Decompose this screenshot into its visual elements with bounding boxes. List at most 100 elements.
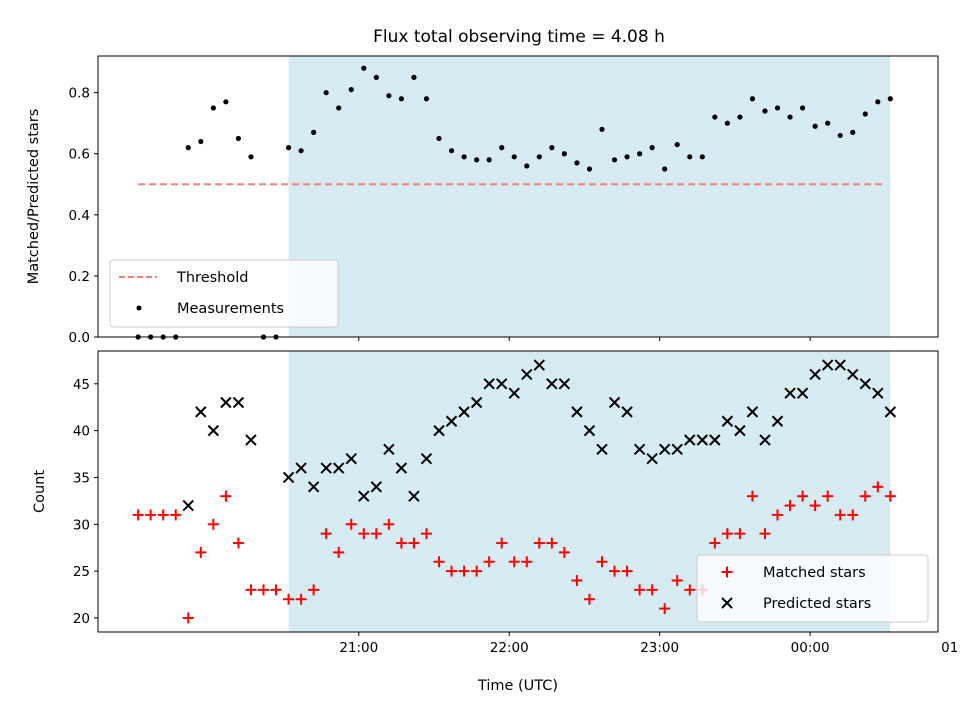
matched-point (446, 565, 458, 577)
matched-point (621, 565, 633, 577)
measurement-point (210, 105, 216, 111)
predicted-point (646, 453, 658, 465)
predicted-point (358, 490, 370, 502)
measurement-point (850, 129, 856, 135)
x-tick-label: 21:00 (339, 640, 378, 656)
matched-point (132, 509, 144, 521)
measurement-point (799, 105, 806, 111)
measurement-point (737, 114, 743, 120)
matched-point (546, 537, 558, 549)
measurement-point (862, 111, 868, 117)
matched-point (358, 528, 370, 540)
matched-point (207, 518, 219, 530)
top-panel-frame (97, 55, 939, 338)
matched-point (734, 528, 746, 540)
y-tick-label: 0.6 (69, 147, 90, 163)
legend-matched-swatch (721, 566, 733, 578)
measurement-point (787, 114, 793, 120)
matched-point (195, 546, 207, 558)
measurement-point (235, 135, 242, 142)
predicted-point (521, 368, 533, 381)
matched-point (295, 593, 307, 605)
measurement-point (185, 145, 191, 151)
predicted-point (307, 481, 320, 493)
measurement-point (637, 151, 643, 157)
matched-point (170, 509, 182, 521)
predicted-point (245, 434, 257, 446)
predicted-point (345, 453, 357, 465)
predicted-point (395, 462, 408, 474)
matched-point (245, 584, 257, 596)
predicted-point (182, 499, 194, 512)
predicted-point (282, 471, 295, 484)
measurement-point (423, 96, 430, 102)
predicted-point (458, 406, 470, 418)
measurement-point (825, 120, 831, 126)
predicted-point (596, 443, 608, 456)
predicted-point (684, 434, 696, 446)
predicted-point (872, 387, 884, 399)
matched-point (521, 556, 533, 568)
measurement-point (837, 132, 843, 139)
predicted-point (583, 424, 596, 437)
top-y-axis-label: Matched/Predicted stars (26, 109, 42, 285)
chart-title: Flux total observing time = 4.08 h (373, 27, 665, 47)
legend-predicted-swatch (721, 597, 733, 609)
bottom-panel-frame (97, 350, 939, 633)
bottom-panel: 20 25 30 35 40 45 21:00 22:00 23:00 00:00 01:00 Co… (32, 350, 960, 694)
matched-point (746, 490, 758, 502)
matched-point (333, 546, 345, 558)
matched-point (709, 537, 721, 549)
predicted-point (796, 387, 809, 399)
matched-point (759, 528, 771, 540)
predicted-point (445, 415, 458, 427)
measurement-point (762, 108, 768, 114)
measurement-point (285, 145, 292, 151)
measurement-point (574, 160, 580, 166)
matched-point (320, 528, 332, 540)
measurement-point (724, 120, 730, 126)
predicted-point (834, 359, 846, 371)
measurement-point (361, 65, 367, 71)
legend-plus-marker (721, 566, 733, 578)
predicted-point (232, 396, 245, 409)
measurement-point (461, 154, 467, 160)
measurement-point (611, 157, 618, 163)
predicted-point (809, 368, 821, 381)
matched-point (609, 565, 621, 577)
matched-point (408, 537, 420, 549)
measurement-point (336, 105, 342, 111)
measurement-point (812, 123, 818, 129)
predicted-point (533, 359, 546, 371)
predicted-point (195, 406, 207, 418)
matched-point (884, 490, 896, 502)
measurement-point (348, 86, 354, 93)
predicted-point (721, 415, 734, 427)
matched-point (257, 584, 269, 596)
legend-cross-marker (721, 597, 733, 609)
predicted-point (320, 462, 332, 474)
predicted-point (370, 481, 383, 493)
measurement-point (712, 114, 718, 120)
predicted-point (884, 406, 897, 418)
matched-point (596, 556, 608, 568)
legend-measurements-label: Measurements (177, 301, 284, 317)
bottom-y-axis-label: Count (32, 470, 48, 513)
matched-point (496, 537, 508, 549)
measurement-point (486, 157, 492, 163)
matched-point (684, 584, 696, 596)
matched-point (533, 537, 545, 549)
measurement-point (561, 151, 567, 157)
matched-point (872, 481, 884, 493)
matched-point (583, 593, 595, 605)
matched-point (784, 500, 796, 512)
measurement-point (248, 154, 254, 160)
measurement-point (398, 96, 405, 102)
matched-point (420, 528, 432, 540)
matched-point (483, 556, 495, 568)
y-tick-label: 0.2 (69, 269, 90, 285)
measurement-point (298, 148, 304, 154)
x-tick-label: 23:00 (640, 640, 679, 656)
measurement-point (599, 126, 605, 132)
